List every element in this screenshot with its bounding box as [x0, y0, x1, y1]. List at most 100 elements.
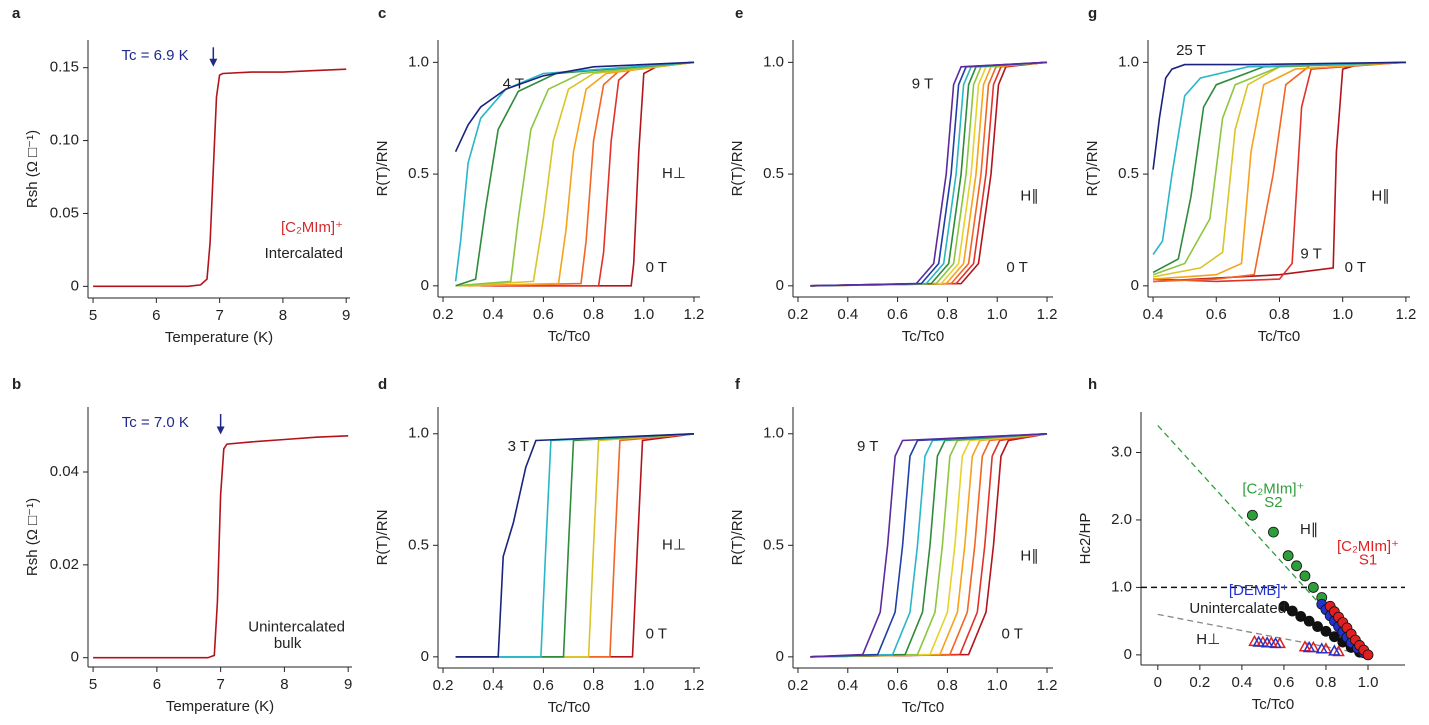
triangle-marker	[1328, 644, 1341, 656]
x-tick-label: 5	[89, 307, 97, 324]
triangle-marker	[1252, 635, 1265, 647]
y-axis-label: Hc2/HP	[1077, 513, 1094, 565]
x-tick-label: 0.4	[483, 677, 504, 694]
annotation: 25 T	[1176, 42, 1206, 59]
curve	[810, 61, 1048, 287]
x-tick-label: 1.2	[1037, 306, 1058, 323]
annotation: 0 T	[646, 259, 667, 276]
y-axis-label: R(T)/RN	[374, 510, 391, 566]
y-tick-label: 0.02	[50, 556, 79, 573]
x-tick-label: 0.2	[1189, 674, 1210, 691]
x-tick-label: 1.0	[1358, 674, 1379, 691]
curve	[463, 61, 695, 287]
circle-marker	[1299, 570, 1311, 582]
annotation: Unintercalated	[248, 619, 345, 636]
y-tick-label: 0.10	[50, 132, 79, 149]
y-tick-label: 1.0	[763, 53, 784, 70]
annotation: S2	[1264, 494, 1282, 511]
curve	[810, 433, 1048, 658]
annotation: Intercalated	[265, 245, 343, 262]
x-tick-label: 0.6	[533, 677, 554, 694]
triangle-marker	[1315, 642, 1329, 654]
annotation: 0 T	[1006, 259, 1027, 276]
curve	[455, 433, 695, 658]
y-tick-label: 0.5	[408, 165, 429, 182]
circle-marker	[1282, 550, 1294, 562]
x-tick-label: 1.0	[633, 677, 654, 694]
annotation: H∥	[1020, 547, 1038, 564]
circle-marker	[1286, 605, 1298, 617]
x-tick-label: 1.2	[1395, 306, 1416, 323]
x-tick-label: 0.2	[433, 677, 454, 694]
annotation: H∥	[1371, 187, 1389, 204]
x-tick-label: 0.8	[1316, 674, 1337, 691]
annotation: H⊥	[1196, 631, 1220, 648]
curve	[455, 433, 695, 658]
circle-marker	[1362, 649, 1374, 661]
curve	[810, 433, 1048, 658]
curve	[810, 61, 1048, 287]
panel-letter: c	[378, 5, 386, 22]
panel-letter: f	[735, 376, 741, 393]
curve	[454, 61, 695, 153]
y-axis-label: Rsh (Ω □⁻¹)	[24, 130, 41, 208]
annotation: S1	[1359, 551, 1377, 568]
y-tick-label: 3.0	[1111, 443, 1132, 460]
circle-marker	[1278, 600, 1290, 612]
x-tick-label: 1.0	[633, 306, 654, 323]
panel-letter: e	[735, 5, 743, 22]
y-tick-label: 1.0	[408, 425, 429, 442]
curve	[455, 433, 695, 658]
circle-marker	[1247, 509, 1258, 521]
curve	[810, 433, 1048, 658]
x-axis-label: Tc/Tc0	[902, 699, 945, 716]
curve	[455, 433, 695, 658]
y-tick-label: 0.5	[763, 536, 784, 553]
annotation: 0 T	[1345, 259, 1366, 276]
y-tick-label: 0	[776, 277, 784, 294]
x-tick-label: 0.4	[837, 306, 858, 323]
curve	[458, 61, 695, 287]
y-tick-label: 0.5	[763, 165, 784, 182]
x-tick-label: 0.4	[483, 306, 504, 323]
annotation: [C₂MIm]⁺	[1242, 481, 1304, 498]
x-tick-label: 7	[216, 676, 224, 693]
curve	[810, 433, 1048, 658]
x-axis-label: Tc/Tc0	[1252, 696, 1295, 713]
y-tick-label: 0.04	[50, 463, 79, 480]
curve	[1153, 61, 1406, 283]
x-tick-label: 1.0	[987, 306, 1008, 323]
x-tick-label: 6	[153, 676, 161, 693]
triangle-marker	[1260, 636, 1274, 648]
fit-line	[1157, 425, 1367, 656]
curve	[1152, 61, 1406, 170]
annotation: bulk	[274, 635, 302, 652]
annotation: 0 T	[1001, 626, 1022, 643]
curve	[1152, 61, 1406, 278]
circle-marker	[1291, 560, 1302, 572]
curve	[810, 433, 1048, 658]
circle-marker	[1320, 625, 1332, 637]
panel-letter: g	[1088, 5, 1097, 22]
x-tick-label: 1.2	[684, 677, 705, 694]
y-tick-label: 1.0	[763, 425, 784, 442]
y-tick-label: 1.0	[1118, 53, 1139, 70]
y-tick-label: 1.0	[1111, 578, 1132, 595]
curve	[455, 433, 695, 658]
x-tick-label: 0.6	[1206, 306, 1227, 323]
curve	[810, 61, 1048, 287]
curve	[1152, 61, 1406, 255]
curve	[810, 433, 1048, 658]
x-tick-label: 0.6	[533, 306, 554, 323]
x-tick-label: 1.0	[1332, 306, 1353, 323]
curve	[810, 433, 1048, 658]
curve	[454, 61, 695, 282]
x-axis-label: Tc/Tc0	[902, 328, 945, 345]
curve	[468, 61, 695, 287]
curve	[810, 61, 1048, 287]
curve	[1152, 61, 1406, 274]
annotation: H∥	[1300, 521, 1318, 538]
x-tick-label: 0.8	[937, 677, 958, 694]
y-tick-label: 0.05	[50, 204, 79, 221]
